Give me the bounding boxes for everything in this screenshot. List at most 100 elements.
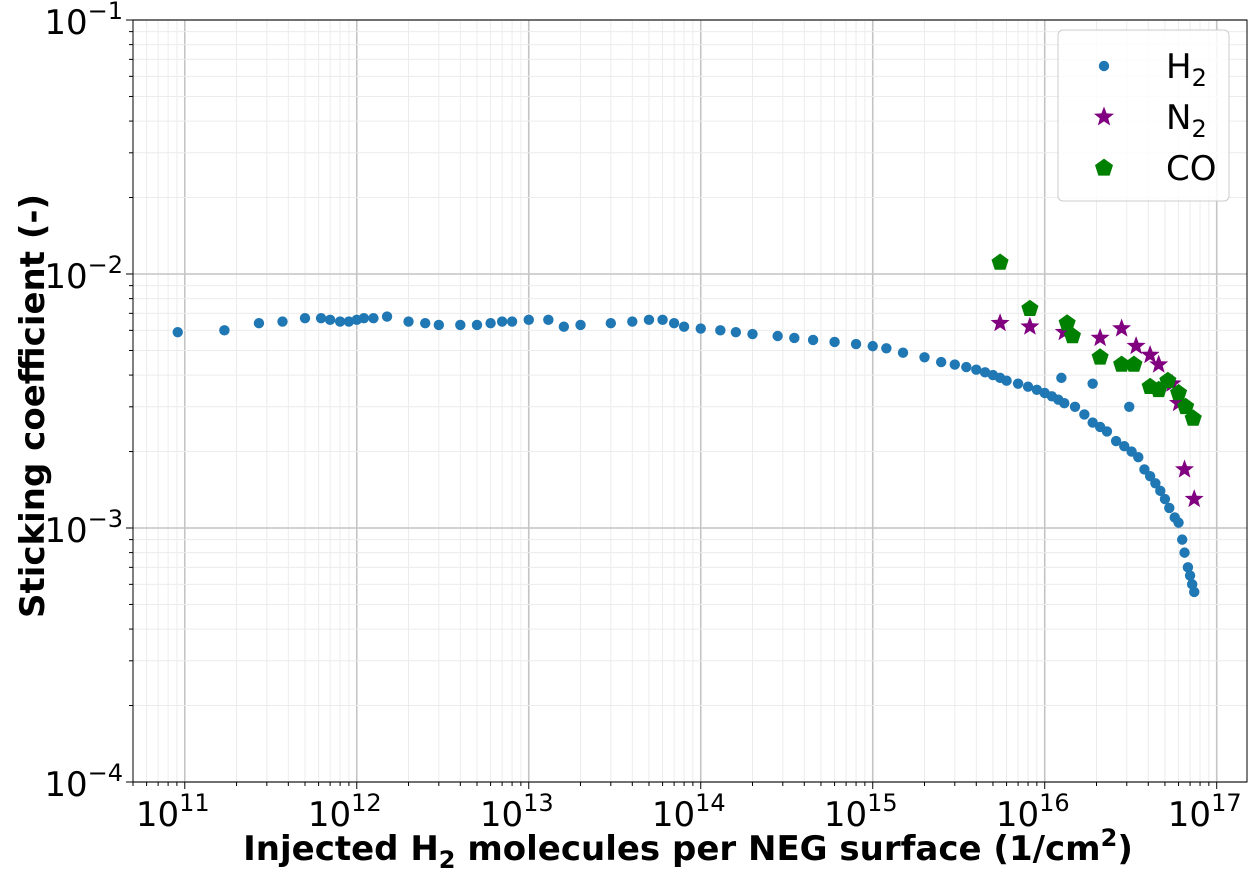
plot-frame (132, 19, 1248, 783)
data-point-h2 (668, 318, 680, 329)
x-tick-label: 1014 (652, 789, 726, 835)
x-axis-label-pre: Injected H (243, 829, 439, 869)
data-point-h2 (772, 330, 783, 342)
data-point-h2 (807, 334, 819, 346)
x-tick-base: 10 (996, 795, 1039, 835)
data-point-co (1091, 348, 1109, 365)
x-tick-exponent: 11 (179, 789, 210, 817)
data-point-co (1184, 409, 1202, 426)
axis-ticks (126, 19, 1218, 789)
data-point-h2 (949, 359, 960, 370)
x-axis-label-sup: 2 (1101, 824, 1118, 852)
data-point-h2 (277, 316, 288, 327)
data-point-co (1113, 355, 1131, 372)
legend-label-n2: N2 (1166, 98, 1207, 143)
data-point-co (1058, 314, 1076, 331)
data-point-h2 (253, 318, 265, 329)
x-tick-exponent: 15 (867, 789, 898, 817)
x-tick-exponent: 17 (1211, 789, 1242, 817)
tick-labels: 1011 1012 1013 1014 1015 1016 101710−410−310−2… (44, 0, 1241, 835)
x-tick-base: 10 (824, 795, 867, 835)
y-tick-label: 10−3 (44, 505, 123, 551)
data-point-h2 (627, 316, 638, 327)
data-point-h2 (1079, 409, 1090, 420)
data-point-h2 (358, 312, 370, 324)
x-tick-exponent: 13 (523, 789, 554, 817)
data-point-h2 (935, 356, 947, 368)
data-point-h2 (1031, 384, 1043, 396)
legend-marker-h2 (1098, 60, 1110, 72)
x-tick-label: 1013 (480, 789, 554, 835)
x-tick-exponent: 12 (351, 789, 382, 817)
x-tick-base: 10 (1168, 795, 1211, 835)
x-axis-label-sub: 2 (439, 846, 456, 874)
data-point-h2 (789, 332, 800, 344)
data-point-co (1125, 355, 1143, 372)
data-point-h2 (334, 316, 346, 327)
data-point-h2 (1069, 401, 1081, 413)
data-point-h2 (1124, 401, 1135, 413)
y-axis-label: Sticking coefficient (-) (13, 194, 53, 618)
data-point-co (1159, 371, 1177, 388)
data-point-co (1177, 397, 1195, 415)
data-point-h2 (979, 367, 991, 378)
data-point-h2 (1001, 375, 1012, 386)
data-point-n2 (1090, 328, 1110, 347)
data-point-h2 (867, 340, 878, 352)
legend-box (1057, 29, 1230, 202)
data-point-h2 (558, 321, 570, 332)
y-tick-base: 10 (44, 765, 87, 805)
x-tick-label: 1016 (996, 789, 1070, 835)
data-point-h2 (1133, 451, 1144, 463)
legend-label-main: N (1166, 98, 1191, 138)
data-point-h2 (695, 323, 706, 334)
y-tick-base: 10 (44, 3, 87, 43)
y-tick-exponent: −2 (88, 251, 123, 279)
y-tick-label: 10−2 (44, 251, 123, 297)
x-tick-base: 10 (308, 795, 351, 835)
legend-label-h2: H2 (1166, 47, 1207, 92)
data-point-h2 (523, 314, 534, 326)
x-tick-label: 1012 (308, 789, 382, 835)
x-axis-label: Injected H2 molecules per NEG surface (1… (243, 824, 1133, 874)
legend-label-sub: 2 (1192, 64, 1207, 92)
data-point-h2 (1012, 378, 1024, 389)
series-h2 (172, 311, 1200, 598)
y-tick-exponent: −4 (88, 759, 123, 787)
x-tick-label: 1017 (1168, 789, 1242, 835)
data-point-h2 (381, 311, 393, 322)
legend-marker-n2 (1094, 106, 1114, 126)
y-tick-base: 10 (44, 511, 87, 551)
series-co (991, 253, 1202, 426)
data-point-h2 (343, 316, 355, 327)
data-point-h2 (1177, 534, 1188, 545)
data-point-h2 (657, 314, 668, 326)
data-point-h2 (747, 328, 758, 340)
x-tick-label: 1011 (136, 789, 210, 835)
data-point-h2 (1087, 378, 1098, 389)
data-point-h2 (1110, 435, 1122, 447)
data-point-h2 (1059, 397, 1070, 409)
data-point-h2 (471, 319, 483, 331)
data-point-h2 (1184, 570, 1196, 581)
legend-label-main: CO (1166, 149, 1217, 189)
data-point-h2 (299, 312, 311, 324)
legend-label-main: H (1166, 47, 1192, 87)
x-tick-exponent: 14 (695, 789, 726, 817)
legend-marker-co (1095, 158, 1113, 176)
x-tick-label: 1015 (824, 789, 898, 835)
data-point-h2 (1173, 517, 1184, 528)
data-point-co (991, 253, 1009, 270)
y-tick-label: 10−4 (44, 759, 123, 805)
data-point-h2 (961, 361, 972, 373)
legend-label-sub: 2 (1191, 115, 1206, 143)
data-point-n2 (1140, 345, 1160, 364)
y-tick-exponent: −1 (88, 0, 123, 25)
data-point-n2 (1149, 354, 1169, 373)
data-point-h2 (420, 318, 431, 329)
data-point-h2 (219, 325, 230, 336)
data-point-h2 (172, 327, 183, 338)
data-point-h2 (1155, 485, 1166, 497)
